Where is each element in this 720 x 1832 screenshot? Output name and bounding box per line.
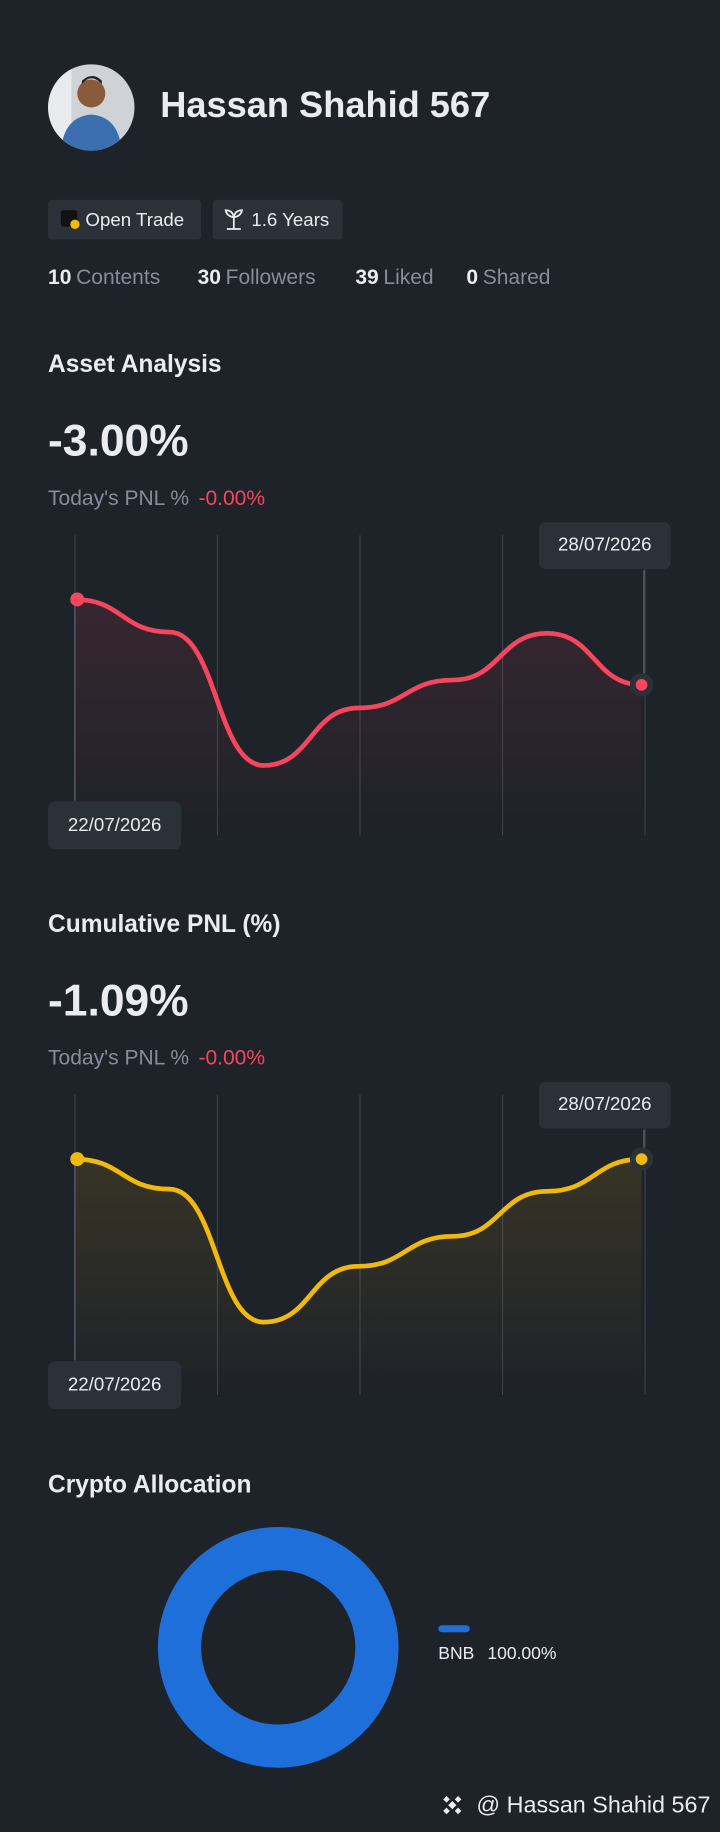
avatar[interactable] [48, 64, 135, 152]
date-label: 22/07/2026 [68, 1374, 162, 1395]
today-label: Today's PNL % [48, 486, 189, 509]
today-label: Today's PNL % [48, 1046, 189, 1069]
badge [48, 199, 202, 240]
headline-value: -1.09% [48, 976, 189, 1025]
line [72, 1156, 644, 1325]
stat: 30 Followers [198, 266, 316, 289]
point [70, 592, 85, 607]
date-label: 28/07/2026 [558, 534, 652, 555]
date-badge [48, 1361, 182, 1410]
charts: Asset Analysis -3.00% Today's PNL % -0.00% 2… [48, 351, 671, 1768]
stats: 10 Contents 30 Followers 39 Liked 0 Shared [48, 266, 550, 289]
date-badge [538, 522, 671, 569]
badge-text: Open Trade [85, 209, 184, 230]
stat-label: Liked [383, 266, 433, 289]
stat: 39 Liked [355, 266, 433, 289]
stat: 0 Shared [466, 266, 550, 289]
point [635, 1153, 648, 1165]
today-pnl: Today's PNL % -0.00% [48, 486, 265, 509]
stat-value: 0 [466, 266, 478, 289]
stat: 10 Contents [48, 266, 160, 289]
legend-value: 100.00% [487, 1643, 556, 1663]
line [72, 597, 644, 768]
area [74, 1159, 642, 1396]
profile-name: Hassan Shahid 567 [160, 84, 490, 125]
stat-label: Contents [76, 266, 160, 289]
date-label: 28/07/2026 [558, 1093, 652, 1114]
date-badge [538, 1081, 671, 1129]
stat-value: 39 [355, 266, 378, 289]
section-title: Asset Analysis [48, 351, 222, 378]
badge-icon-dot [70, 219, 80, 229]
sprout-icon [224, 209, 244, 230]
section-title: Cumulative PNL (%) [48, 911, 280, 938]
today-value: -0.00% [198, 486, 265, 509]
donut-slice [157, 1527, 399, 1768]
date-label: 22/07/2026 [68, 814, 162, 835]
stat-value: 30 [198, 266, 221, 289]
today-value: -0.00% [198, 1046, 265, 1069]
stat-value: 10 [48, 266, 71, 289]
stat-label: Followers [226, 266, 316, 289]
badge [212, 199, 343, 240]
footer-text: @ Hassan Shahid 567 [476, 1791, 710, 1817]
legend-swatch [438, 1625, 470, 1633]
point [635, 678, 648, 691]
legend-label: BNB [438, 1643, 474, 1663]
section-title: Crypto Allocation [48, 1472, 251, 1499]
date-badge [48, 801, 182, 850]
badge-text: 1.6 Years [251, 209, 329, 230]
today-pnl: Today's PNL % -0.00% [48, 1046, 265, 1069]
stat-label: Shared [483, 266, 551, 289]
headline-value: -3.00% [48, 417, 189, 466]
point [70, 1152, 85, 1167]
